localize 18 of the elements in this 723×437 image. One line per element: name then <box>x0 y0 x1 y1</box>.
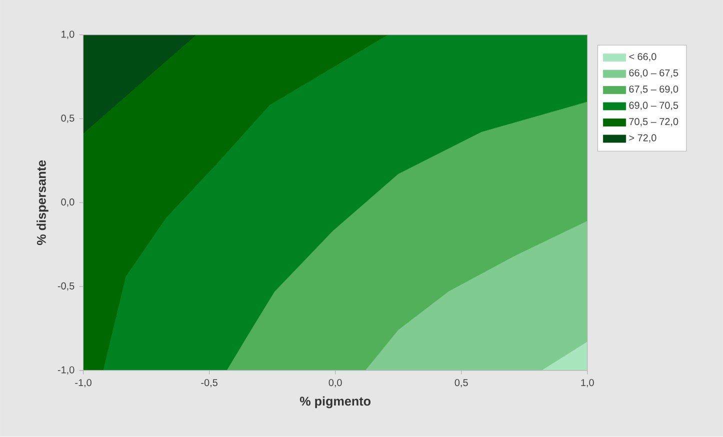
y-tick-label: 1,0 <box>62 30 74 40</box>
legend-label: 66,0 – 67,5 <box>629 69 678 78</box>
y-tick-label: 0,5 <box>61 114 74 123</box>
legend-label: 69,0 – 70,5 <box>629 102 678 110</box>
y-tick-label: -0,5 <box>58 282 74 291</box>
y-tick-label: -1,0 <box>58 366 74 375</box>
x-axis-title: % pigmento <box>300 396 371 408</box>
x-tick-label: -0,5 <box>201 379 218 388</box>
x-tick-label: 1,0 <box>581 379 594 388</box>
x-tick-label: 0,5 <box>454 379 468 388</box>
legend-label: 70,5 – 72,0 <box>629 118 678 126</box>
y-axis-title: % dispersante <box>36 160 48 246</box>
legend-label: 67,5 – 69,0 <box>629 86 678 94</box>
x-tick-label: -1,0 <box>75 379 92 388</box>
x-tick-label: 0,0 <box>328 379 342 388</box>
legend-label: < 66,0 <box>629 53 656 62</box>
legend-label: > 72,0 <box>629 134 656 143</box>
y-tick-label: 0,0 <box>61 198 74 207</box>
